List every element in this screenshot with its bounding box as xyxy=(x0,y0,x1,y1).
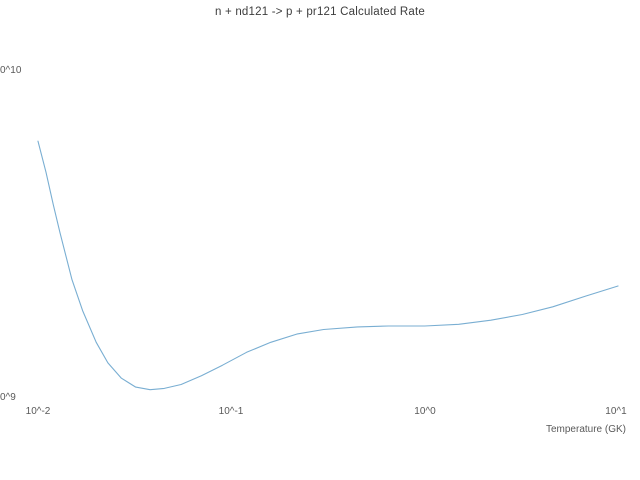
x-tick-1e1: 10^1 xyxy=(605,406,627,417)
x-tick-1e-2: 10^-2 xyxy=(25,406,51,417)
x-axis-label: Temperature (GK) xyxy=(545,424,626,435)
chart-title: n + nd121 -> p + pr121 Calculated Rate xyxy=(215,6,425,18)
y-tick-1e9: 0^9 xyxy=(0,392,16,403)
rate-line xyxy=(37,140,619,391)
y-tick-1e10: 0^10 xyxy=(0,65,22,76)
x-tick-1e-1: 10^-1 xyxy=(218,406,244,417)
x-tick-1e0: 10^0 xyxy=(414,406,436,417)
